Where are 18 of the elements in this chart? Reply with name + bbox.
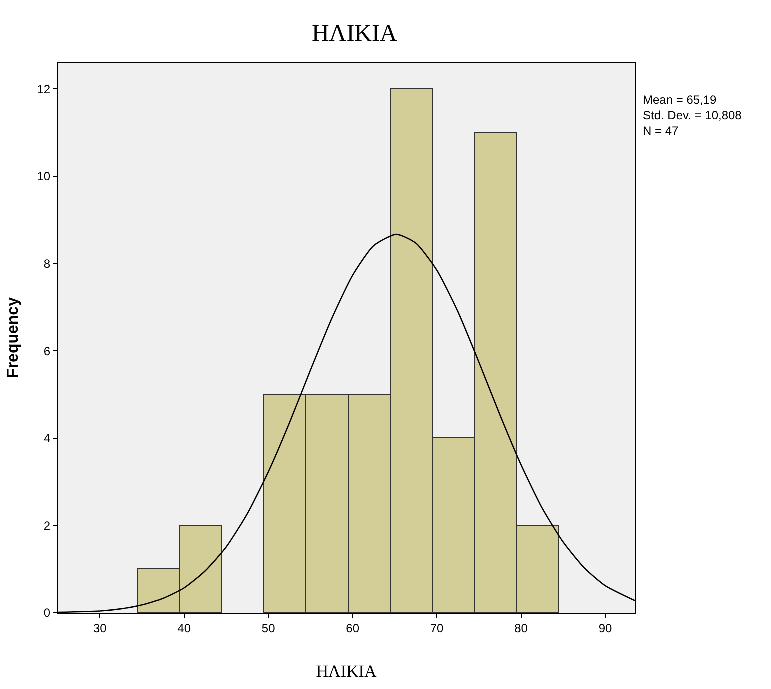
x-tick-label: 30 [93,621,108,636]
x-tick-label: 40 [178,621,192,636]
y-tick-label: 6 [44,344,51,358]
y-tick-label: 8 [44,256,51,271]
y-tick-label: 10 [37,170,51,184]
x-tick-label: 60 [346,621,360,636]
y-tick-label: 4 [44,432,51,446]
x-tick-label: 50 [262,621,276,636]
x-tick-label: 90 [598,621,613,636]
y-tick-label: 12 [37,82,51,96]
y-tick-label: 0 [44,606,51,620]
y-tick-label: 2 [44,518,51,533]
x-tick-label: 80 [514,621,528,636]
x-tick-label: 70 [430,621,444,636]
chart-title: ΗΛΙΚΙΑ [312,20,398,47]
y-axis-title: Frequency [5,297,22,378]
text: Mean = 65,19 Std. Dev. = 10,808 N = 47 [643,93,742,138]
x-axis-title: ΗΛΙΚΙΑ [316,662,378,681]
